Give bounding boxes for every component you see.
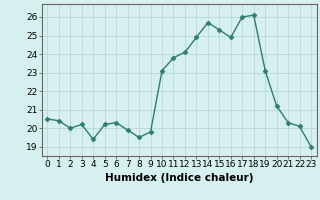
X-axis label: Humidex (Indice chaleur): Humidex (Indice chaleur) — [105, 173, 253, 183]
